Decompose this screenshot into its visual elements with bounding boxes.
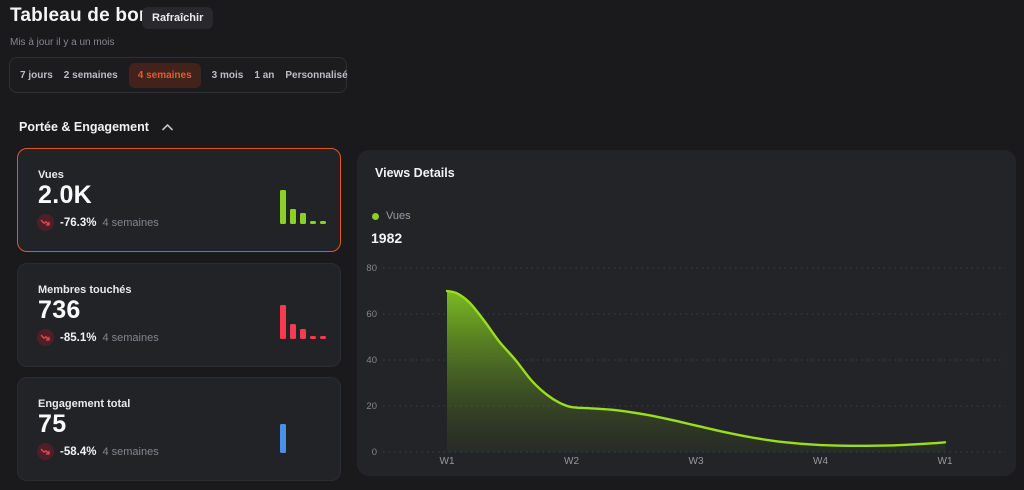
svg-text:W1: W1 [440,456,455,467]
sparkline-bars [280,304,326,339]
trend-change: -85.1% [60,331,97,344]
tab-personnalise[interactable]: Personnalisé [285,69,348,81]
svg-text:W4: W4 [813,456,828,467]
tab-4-semaines[interactable]: 4 semaines [128,62,201,88]
tab-2-semaines[interactable]: 2 semaines [63,69,118,81]
trend-row: -76.3% 4 semaines [37,214,159,231]
legend-item-vues[interactable]: Vues [372,210,411,222]
refresh-button[interactable]: Rafraîchir [142,7,214,29]
stat-label: Membres touchés [38,284,132,296]
trend-down-icon [37,329,54,346]
stat-label: Engagement total [38,398,131,410]
tab-3-mois[interactable]: 3 mois [211,69,244,81]
stat-card-engagement-total[interactable]: Engagement total 75 -58.4% 4 semaines [17,377,341,481]
svg-text:W2: W2 [564,456,579,467]
svg-text:80: 80 [366,263,377,274]
trend-change: -76.3% [60,216,97,229]
trend-row: -85.1% 4 semaines [37,329,159,346]
panel-title: Views Details [375,166,455,180]
stat-card-membres-touches[interactable]: Membres touchés 736 -85.1% 4 semaines [17,263,341,367]
svg-text:40: 40 [366,355,377,366]
page-title: Tableau de bord [10,5,159,26]
trend-period: 4 semaines [102,445,159,458]
svg-text:W1: W1 [938,456,953,467]
stat-label: Vues [38,169,64,181]
stat-value: 2.0K [38,181,93,209]
legend-label: Vues [386,210,411,222]
tab-1-an[interactable]: 1 an [254,69,275,81]
trend-change: -58.4% [60,445,97,458]
svg-text:60: 60 [366,309,377,320]
trend-row: -58.4% 4 semaines [37,443,159,460]
tab-7-jours[interactable]: 7 jours [20,69,53,81]
trend-down-icon [37,214,54,231]
chevron-up-icon[interactable] [161,123,174,132]
section-header: Portée & Engagement [19,120,174,134]
last-updated-text: Mis à jour il y a un mois [10,37,115,48]
legend-dot-icon [372,212,379,220]
section-title: Portée & Engagement [19,120,149,134]
sparkline-bars [280,189,326,224]
stat-value: 736 [38,296,81,324]
trend-period: 4 semaines [102,216,159,229]
views-area-chart: 0 20 40 60 80 W1 W2 W3 W4 W1 [366,263,1005,467]
svg-text:0: 0 [372,447,377,458]
svg-text:W3: W3 [689,456,704,467]
trend-down-icon [37,443,54,460]
trend-period: 4 semaines [102,331,159,344]
svg-text:20: 20 [366,401,377,412]
panel-total-value: 1982 [371,230,403,246]
time-range-tabs: 7 jours 2 semaines 4 semaines 3 mois 1 a… [9,57,348,93]
views-details-panel: 0 20 40 60 80 W1 W2 W3 W4 W1 Views Details Vues 1… [357,150,1016,476]
stat-card-vues[interactable]: Vues 2.0K -76.3% 4 semaines [17,148,341,252]
sparkline-bars [280,418,326,453]
stat-value: 75 [38,410,67,438]
